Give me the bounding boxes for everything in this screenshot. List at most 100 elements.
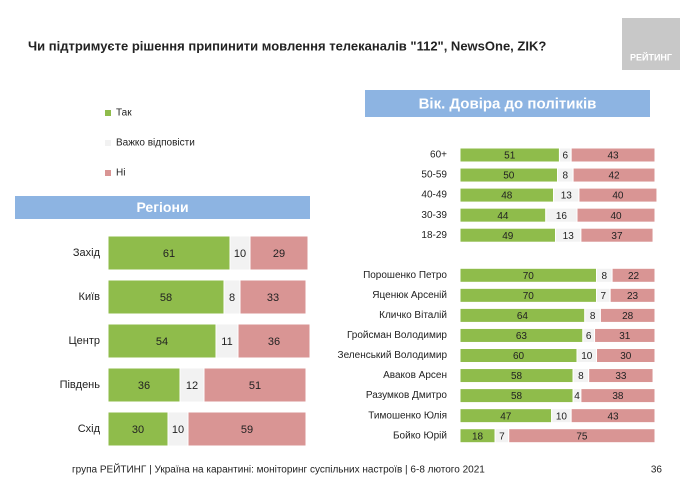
- category-label: Бойко Юрій: [393, 430, 447, 441]
- value-label: 51: [504, 151, 516, 162]
- value-label: 75: [576, 431, 588, 442]
- bar-segment: [570, 408, 656, 424]
- value-label: 58: [160, 292, 172, 304]
- logo-box: [622, 18, 680, 70]
- value-label: 30: [620, 351, 632, 362]
- value-label: 13: [563, 231, 575, 242]
- category-label: Схід: [78, 423, 101, 435]
- category-label: Південь: [60, 379, 101, 391]
- value-label: 49: [502, 231, 514, 242]
- value-label: 48: [501, 191, 513, 202]
- value-label: 61: [163, 248, 175, 260]
- value-label: 10: [234, 248, 246, 260]
- value-label: 8: [229, 292, 235, 304]
- value-label: 40: [612, 191, 624, 202]
- value-label: 8: [590, 311, 596, 322]
- bar-segment: [187, 411, 307, 447]
- category-label: 60+: [430, 150, 447, 161]
- category-label: 30-39: [421, 210, 447, 221]
- value-label: 29: [273, 248, 285, 260]
- value-label: 16: [556, 211, 568, 222]
- legend-swatch: [105, 110, 111, 116]
- value-label: 60: [513, 351, 525, 362]
- chart-header: [365, 90, 650, 117]
- slide-title: Чи підтримуєте рішення припинити мовленн…: [28, 38, 546, 53]
- category-label: Зеленський Володимир: [338, 350, 448, 361]
- bar-segment: [107, 411, 169, 447]
- legend-swatch: [105, 140, 111, 146]
- value-label: 54: [156, 336, 168, 348]
- value-label: 4: [574, 391, 580, 402]
- value-label: 44: [497, 211, 509, 222]
- bar-segment: [599, 307, 656, 323]
- bar-segment: [239, 279, 307, 315]
- bar-segment: [570, 147, 656, 163]
- value-label: 36: [138, 380, 150, 392]
- bar-segment: [578, 187, 658, 203]
- category-label: 50-59: [421, 170, 447, 181]
- bar-segment: [588, 368, 654, 384]
- category-label: Разумков Дмитро: [366, 390, 448, 401]
- value-label: 58: [511, 371, 523, 382]
- category-label: Тимошенко Юлія: [368, 410, 447, 421]
- value-label: 42: [608, 171, 620, 182]
- bar-segment: [594, 327, 656, 343]
- value-label: 10: [556, 411, 568, 422]
- value-label: 70: [523, 271, 535, 282]
- value-label: 40: [610, 211, 622, 222]
- value-label: 10: [581, 351, 593, 362]
- category-label: Центр: [69, 335, 101, 347]
- value-label: 43: [608, 151, 620, 162]
- value-label: 6: [586, 331, 592, 342]
- bar-segment: [203, 367, 307, 403]
- category-label: Яценюк Арсеній: [372, 290, 447, 301]
- value-label: 36: [268, 336, 280, 348]
- value-label: 11: [221, 336, 232, 348]
- bar-segment: [576, 207, 656, 223]
- value-label: 6: [563, 151, 569, 162]
- value-label: 22: [628, 271, 640, 282]
- value-label: 51: [249, 380, 261, 392]
- bar-segment: [611, 267, 656, 283]
- logo: РЕЙТИНГ: [630, 51, 672, 62]
- value-label: 8: [578, 371, 584, 382]
- value-label: 18: [472, 431, 484, 442]
- bar-segment: [107, 367, 181, 403]
- footer: група РЕЙТИНГ | Україна на карантині: мо…: [72, 463, 485, 476]
- legend-label: Так: [116, 108, 132, 119]
- bar-segment: [107, 323, 217, 359]
- category-label: 40-49: [421, 190, 447, 201]
- category-label: Захід: [73, 247, 101, 259]
- bar-segment: [572, 167, 656, 183]
- value-label: 8: [602, 271, 608, 282]
- value-label: 28: [622, 311, 634, 322]
- value-label: 70: [523, 291, 535, 302]
- bar-segment: [580, 388, 656, 404]
- value-label: 30: [132, 424, 144, 436]
- bar-segment: [249, 235, 309, 271]
- bar-segment: [609, 287, 656, 303]
- chart-title: Регіони: [136, 199, 188, 215]
- category-label: Київ: [79, 291, 101, 303]
- category-label: 18-29: [421, 230, 447, 241]
- value-label: 12: [186, 380, 198, 392]
- bar-segment: [237, 323, 311, 359]
- chart-title: Вік. Довіра до політиків: [419, 95, 597, 112]
- value-label: 23: [627, 291, 639, 302]
- category-label: Гройсман Володимир: [347, 330, 447, 341]
- category-label: Аваков Арсен: [383, 370, 447, 381]
- value-label: 37: [611, 231, 623, 242]
- value-label: 7: [601, 291, 607, 302]
- category-label: Порошенко Петро: [363, 270, 447, 281]
- value-label: 31: [619, 331, 631, 342]
- value-label: 50: [503, 171, 515, 182]
- value-label: 47: [500, 411, 512, 422]
- value-label: 13: [561, 191, 573, 202]
- legend-swatch: [105, 170, 111, 176]
- page-number: 36: [651, 465, 663, 476]
- value-label: 38: [612, 391, 624, 402]
- value-label: 8: [563, 171, 569, 182]
- bar-segment: [508, 428, 656, 444]
- bar-segment: [596, 348, 656, 363]
